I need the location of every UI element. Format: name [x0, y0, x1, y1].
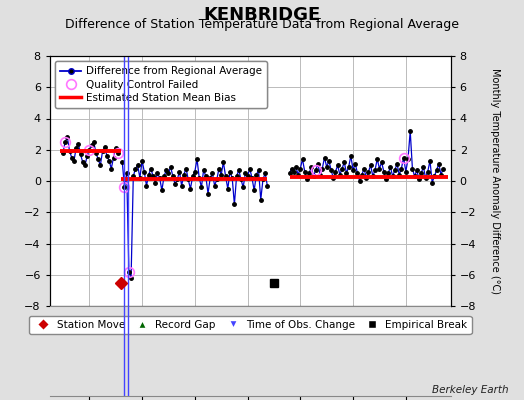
Text: Difference of Station Temperature Data from Regional Average: Difference of Station Temperature Data f…: [65, 18, 459, 31]
Text: Berkeley Earth: Berkeley Earth: [432, 385, 508, 395]
Legend: Station Move, Record Gap, Time of Obs. Change, Empirical Break: Station Move, Record Gap, Time of Obs. C…: [29, 316, 472, 334]
Legend: Difference from Regional Average, Quality Control Failed, Estimated Station Mean: Difference from Regional Average, Qualit…: [55, 61, 267, 108]
Text: KENBRIDGE: KENBRIDGE: [203, 6, 321, 24]
Y-axis label: Monthly Temperature Anomaly Difference (°C): Monthly Temperature Anomaly Difference (…: [490, 68, 500, 294]
